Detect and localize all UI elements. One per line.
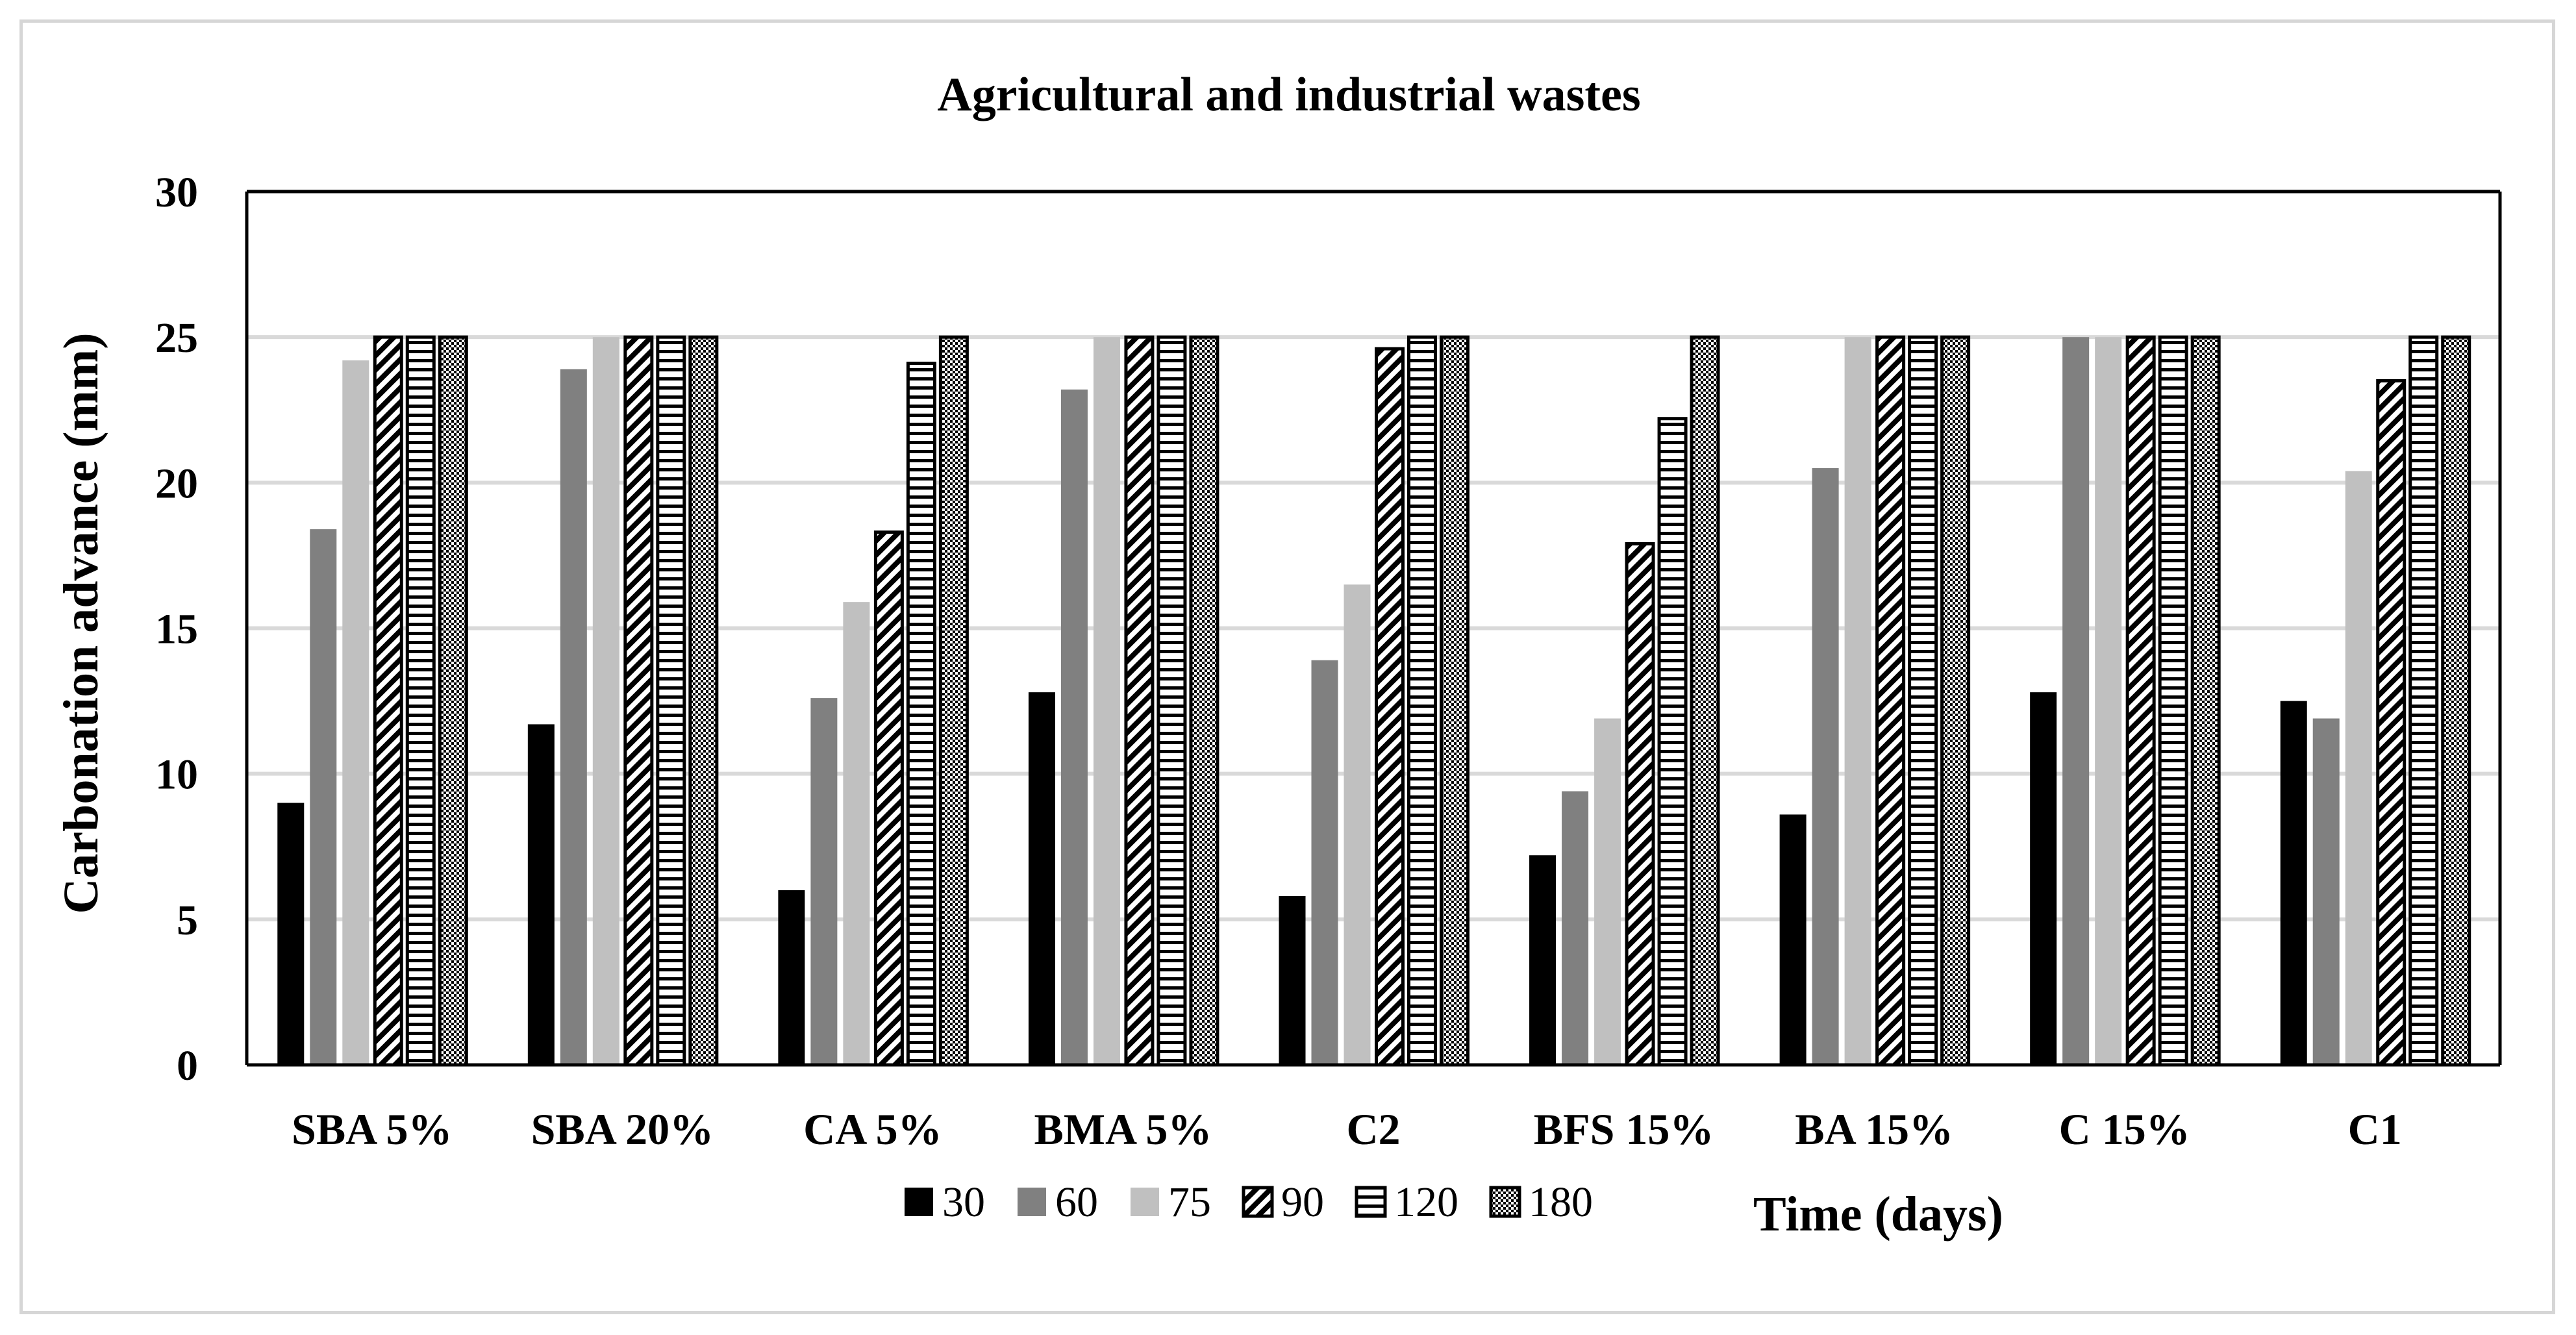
bar-75-ca-5- xyxy=(843,602,870,1065)
bar-60-sba-5- xyxy=(310,529,337,1065)
y-tick-label: 15 xyxy=(155,606,198,653)
bar-120-ca-5- xyxy=(906,362,936,1067)
bar-90-ba-15- xyxy=(1875,335,1906,1067)
x-category-label: SBA 20% xyxy=(531,1104,714,1154)
bar-180-sba-20- xyxy=(688,335,719,1067)
bar-120-c-15- xyxy=(2158,335,2188,1067)
bar-60-ca-5- xyxy=(810,698,838,1065)
x-category-label: C2 xyxy=(1346,1104,1400,1154)
bar-120-ba-15- xyxy=(1908,335,1938,1067)
legend-swatch-75 xyxy=(1131,1188,1159,1216)
bar-30-c2 xyxy=(1279,895,1306,1065)
bar-180-sba-5- xyxy=(438,335,468,1067)
y-tick-labels: 0 5 10 15 20 25 30 xyxy=(155,169,198,1090)
legend-swatch-30 xyxy=(905,1188,933,1216)
bar-90-c1 xyxy=(2376,379,2407,1067)
legend-label-30: 30 xyxy=(942,1179,985,1226)
bar-180-ca-5- xyxy=(938,335,969,1067)
bar-60-c2 xyxy=(1311,660,1338,1065)
x-category-label: SBA 5% xyxy=(292,1104,453,1154)
legend-swatch-60 xyxy=(1018,1188,1046,1216)
bar-90-bma-5- xyxy=(1124,335,1155,1067)
y-tick-label: 25 xyxy=(155,314,198,362)
x-category-label: BA 15% xyxy=(1795,1104,1953,1154)
bar-30-ca-5- xyxy=(778,890,805,1065)
bar-75-sba-20- xyxy=(592,337,619,1065)
bar-120-sba-20- xyxy=(656,335,686,1067)
bar-30-sba-20- xyxy=(527,724,555,1065)
bar-30-c1 xyxy=(2280,701,2307,1065)
legend-label-180: 180 xyxy=(1529,1179,1593,1226)
bar-180-c1 xyxy=(2441,335,2471,1067)
chart-frame: Agricultural and industrial wastes 0 5 10 1… xyxy=(19,19,2555,1314)
bar-120-bma-5- xyxy=(1157,335,1187,1067)
bar-60-bma-5- xyxy=(1060,389,1088,1065)
x-category-label: C 15% xyxy=(2059,1104,2190,1154)
bar-75-c2 xyxy=(1344,584,1371,1065)
bar-90-ca-5- xyxy=(873,530,904,1067)
bar-90-c-15- xyxy=(2125,335,2156,1067)
bar-120-bfs-15- xyxy=(1657,417,1688,1067)
y-tick-label: 10 xyxy=(155,751,198,799)
y-tick-label: 20 xyxy=(155,460,198,507)
legend-label-60: 60 xyxy=(1055,1179,1098,1226)
x-category-label: BFS 15% xyxy=(1534,1104,1714,1154)
y-tick-label: 30 xyxy=(155,169,198,216)
bar-30-ba-15- xyxy=(1779,814,1807,1065)
legend-swatch-180 xyxy=(1489,1186,1521,1218)
x-category-label: CA 5% xyxy=(803,1104,942,1154)
x-category-label: C1 xyxy=(2348,1104,2402,1154)
legend-label-75: 75 xyxy=(1168,1179,1211,1226)
y-tick-label: 0 xyxy=(177,1042,198,1090)
axes xyxy=(245,190,2502,1067)
bar-120-c2 xyxy=(1407,335,1437,1067)
bar-60-ba-15- xyxy=(1812,468,1839,1065)
bar-90-bfs-15- xyxy=(1625,542,1655,1067)
bar-75-ba-15- xyxy=(1844,337,1871,1065)
legend-label-90: 90 xyxy=(1281,1179,1324,1226)
chart-title: Agricultural and industrial wastes xyxy=(937,68,1640,121)
bars xyxy=(277,335,2471,1067)
bar-75-bfs-15- xyxy=(1594,718,1621,1065)
bar-60-c1 xyxy=(2312,718,2340,1065)
bar-90-sba-20- xyxy=(623,335,654,1067)
legend-label-120: 120 xyxy=(1394,1179,1458,1226)
x-axis-label: Time (days) xyxy=(1753,1187,2003,1241)
bar-75-bma-5- xyxy=(1093,337,1120,1065)
legend-swatch-90 xyxy=(1242,1186,1274,1218)
bar-75-sba-5- xyxy=(342,360,369,1065)
bar-180-bfs-15- xyxy=(1690,335,1720,1067)
bar-180-ba-15- xyxy=(1940,335,1971,1067)
bar-120-sba-5- xyxy=(405,335,436,1067)
y-tick-label: 5 xyxy=(177,897,198,944)
bar-120-c1 xyxy=(2408,335,2439,1067)
bar-90-sba-5- xyxy=(373,335,403,1067)
bar-60-bfs-15- xyxy=(1562,791,1589,1065)
bar-60-sba-20- xyxy=(560,369,587,1065)
bar-180-bma-5- xyxy=(1189,335,1219,1067)
bar-75-c1 xyxy=(2345,471,2372,1065)
bar-180-c-15- xyxy=(2190,335,2221,1067)
bar-75-c-15- xyxy=(2095,337,2122,1065)
bar-30-sba-5- xyxy=(277,803,305,1065)
bar-180-c2 xyxy=(1440,335,1469,1067)
bar-30-c-15- xyxy=(2030,692,2057,1065)
y-axis-label: Carbonation advance (mm) xyxy=(54,332,108,914)
bar-90-c2 xyxy=(1375,347,1405,1067)
x-category-label: BMA 5% xyxy=(1034,1104,1212,1154)
bar-30-bfs-15- xyxy=(1529,855,1557,1065)
bar-chart: Agricultural and industrial wastes 0 5 10 1… xyxy=(54,68,2502,1241)
bar-30-bma-5- xyxy=(1028,692,1055,1065)
bar-60-c-15- xyxy=(2062,337,2090,1065)
legend: 30 60 75 90 120 180 xyxy=(905,1179,1593,1226)
x-category-labels: SBA 5% SBA 20% CA 5% BMA 5% C2 BFS 15% BA 15% C… xyxy=(292,1104,2402,1154)
legend-swatch-120 xyxy=(1355,1186,1387,1218)
